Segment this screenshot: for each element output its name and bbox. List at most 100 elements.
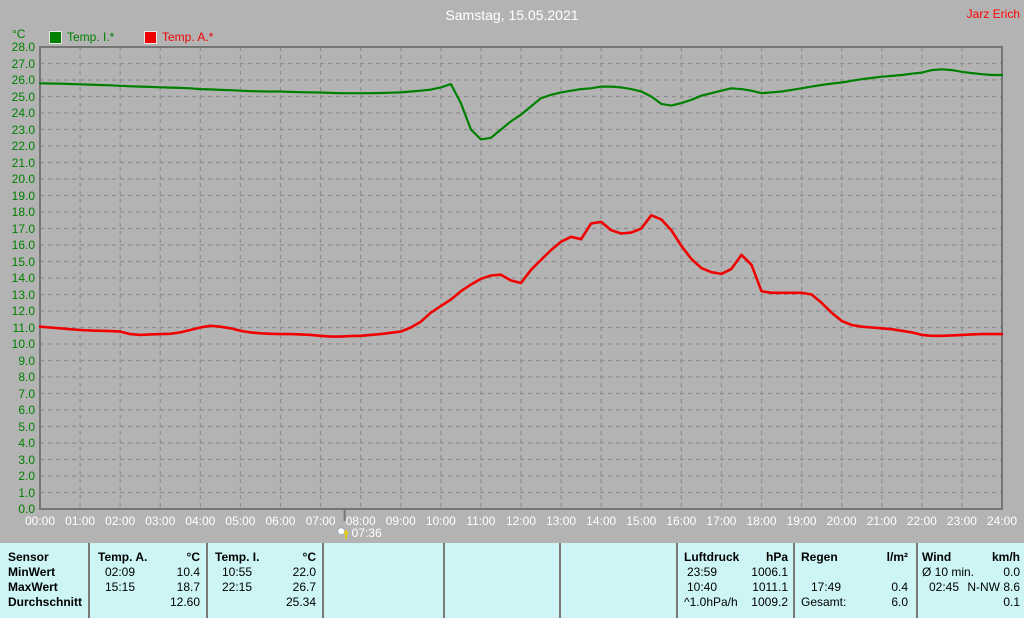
x-tick-label: 13:00 [546, 514, 577, 528]
row-label-sensor: Sensor [8, 549, 49, 564]
y-tick-label: 26.0 [11, 73, 35, 87]
wind-max-time: 02:45 [929, 579, 960, 594]
legend-label-temp-i: Temp. I.* [67, 30, 115, 44]
luftdruck-min-value: 1006.1 [751, 564, 788, 579]
luftdruck-max-time: 10:40 [687, 579, 718, 594]
wind-avg10-label: Ø 10 min. [922, 564, 975, 579]
x-tick-label: 15:00 [626, 514, 657, 528]
y-tick-label: 15.0 [11, 254, 35, 269]
y-tick-label: 4.0 [18, 436, 35, 450]
y-tick-label: 20.0 [11, 172, 35, 186]
x-tick-label: 09:00 [385, 514, 416, 528]
wind-avg-value: 0.1 [1003, 594, 1020, 609]
x-tick-label: 11:00 [466, 514, 496, 528]
temp-i-min-time: 10:55 [222, 564, 253, 579]
x-tick-label: 23:00 [946, 514, 977, 528]
table-separator [206, 543, 208, 618]
chart-plot[interactable] [38, 46, 1004, 521]
temp-a-max-time: 15:15 [105, 579, 136, 594]
luftdruck-min-time: 23:59 [687, 564, 718, 579]
table-col-luftdruck: Luftdruck hPa 23:59 1006.1 10:40 1011.1 ^1.… [684, 543, 788, 618]
col-unit-regen: l/m² [886, 549, 908, 564]
table-col-wind: Wind km/h Ø 10 min. 0.0 02:45 N-NW 8.6 0.1 [922, 543, 1020, 618]
luftdruck-trend: ^1.0hPa/h [684, 594, 738, 609]
x-tick-label: 19:00 [786, 514, 817, 528]
page-title: Samstag, 15.05.2021 [445, 7, 579, 23]
y-tick-label: 8.0 [18, 370, 35, 384]
luftdruck-avg-value: 1009.2 [751, 594, 788, 609]
x-tick-label: 10:00 [425, 514, 456, 528]
temp-a-min-value: 10.4 [176, 564, 200, 579]
y-tick-label: 3.0 [18, 452, 35, 467]
y-tick-label: 5.0 [18, 419, 35, 434]
regen-max-time: 17:49 [811, 579, 842, 594]
sunrise-marker: 07:36 [337, 526, 382, 540]
col-header-temp-a: Temp. A. [98, 549, 148, 564]
y-tick-label: 13.0 [11, 287, 35, 302]
temp-i-max-time: 22:15 [222, 579, 253, 594]
y-tick-label: 2.0 [18, 469, 35, 483]
col-header-regen: Regen [801, 549, 838, 564]
stats-table: Sensor MinWert MaxWert Durchschnitt Temp… [0, 543, 1024, 618]
wind-avg10-value: 0.0 [1003, 564, 1020, 579]
table-separator [676, 543, 678, 618]
y-tick-label: 25.0 [11, 89, 35, 104]
legend-swatch-green [49, 30, 62, 44]
y-axis-unit-label: °C [12, 27, 26, 41]
x-tick-label: 17:00 [706, 514, 737, 528]
y-tick-label: 17.0 [11, 221, 35, 236]
series-line-temp-a [38, 214, 1004, 338]
col-header-luftdruck: Luftdruck [684, 549, 740, 564]
x-tick-label: 24:00 [986, 514, 1018, 528]
y-tick-label: 9.0 [18, 353, 35, 368]
y-tick-label: 12.0 [11, 304, 35, 318]
y-tick-label: 21.0 [11, 155, 35, 170]
y-tick-label: 1.0 [18, 485, 35, 500]
sunrise-icon [337, 526, 349, 539]
y-tick-label: 0.0 [18, 502, 35, 516]
temp-a-avg-value: 12.60 [169, 594, 200, 609]
temp-i-max-value: 26.7 [292, 579, 316, 594]
temp-i-min-value: 22.0 [292, 564, 316, 579]
y-tick-label: 16.0 [11, 238, 35, 252]
regen-max-value: 0.4 [891, 579, 908, 594]
table-separator [443, 543, 445, 618]
y-tick-label: 24.0 [11, 106, 35, 120]
row-label-maxwert: MaxWert [8, 579, 58, 594]
y-tick-label: 14.0 [11, 271, 35, 285]
legend-item-temp-i: Temp. I.* [49, 30, 114, 44]
x-tick-label: 20:00 [826, 514, 857, 528]
x-tick-label: 14:00 [586, 514, 617, 528]
col-unit-temp-i: °C [302, 549, 316, 564]
series-line-temp-i [38, 68, 1004, 141]
legend-item-temp-a: Temp. A.* [144, 30, 213, 44]
x-tick-label: 08:00 [345, 514, 376, 528]
temp-i-avg-value: 25.34 [285, 594, 316, 609]
x-tick-label: 07:00 [305, 514, 336, 528]
legend-swatch-red [144, 30, 157, 44]
table-separator [88, 543, 90, 618]
luftdruck-max-value: 1011.1 [752, 579, 788, 594]
y-tick-label: 10.0 [11, 337, 35, 351]
x-tick-label: 21:00 [866, 514, 897, 528]
legend-label-temp-a: Temp. A.* [162, 30, 214, 44]
regen-total-value: 6.0 [891, 594, 908, 609]
x-tick-label: 05:00 [225, 514, 256, 528]
x-tick-label: 03:00 [145, 514, 176, 528]
wind-max-value: N-NW 8.6 [967, 579, 1020, 594]
sunrise-time-label: 07:36 [351, 526, 382, 540]
y-tick-label: 11.0 [12, 320, 35, 335]
x-tick-label: 06:00 [265, 514, 296, 528]
table-col-temp-a: Temp. A. °C 02:09 10.4 15:15 18.7 12.60 [98, 543, 200, 618]
table-separator [916, 543, 918, 618]
x-tick-label: 16:00 [666, 514, 697, 528]
col-unit-wind: km/h [991, 549, 1020, 564]
x-tick-label: 00:00 [24, 514, 56, 528]
regen-total-label: Gesamt: [801, 594, 847, 609]
temp-a-min-time: 02:09 [105, 564, 136, 579]
y-tick-label: 18.0 [11, 205, 35, 219]
y-tick-label: 19.0 [11, 188, 35, 203]
plot-border [39, 46, 1003, 510]
y-tick-label: 28.0 [11, 40, 35, 54]
table-col-temp-i: Temp. I. °C 10:55 22.0 22:15 26.7 25.34 [215, 543, 316, 618]
